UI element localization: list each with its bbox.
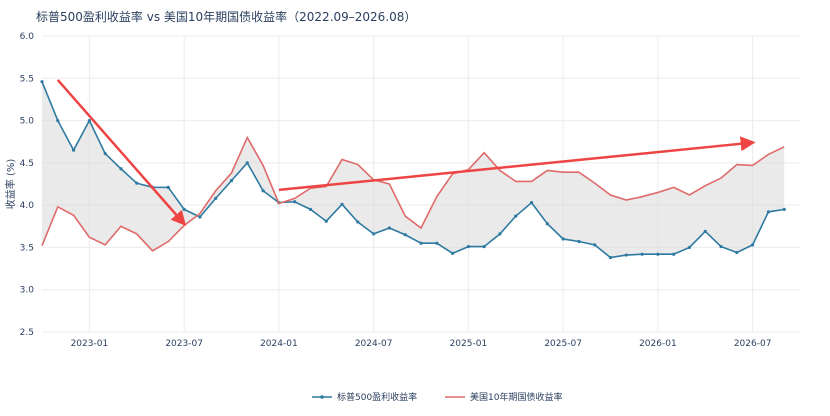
- series-1-point: [103, 151, 107, 156]
- legend-label-2: 美国10年期国债收益率: [470, 391, 562, 403]
- fill-between: [42, 81, 785, 258]
- series-1-point: [766, 210, 771, 214]
- series-1-point: [782, 207, 786, 211]
- y-tick-label: 3.0: [20, 286, 35, 296]
- series-1-point: [293, 200, 297, 204]
- x-tick-label: 2026-01: [639, 339, 677, 349]
- series-1-point: [450, 251, 455, 255]
- annotation-arrows: [56, 79, 756, 227]
- x-tick-label: 2025-01: [450, 339, 488, 349]
- series-1-point: [308, 207, 313, 211]
- series-1-point: [419, 241, 423, 245]
- series-1-point: [624, 253, 628, 257]
- series-1-point: [687, 245, 692, 250]
- series-1-point: [545, 222, 549, 226]
- y-tick-label: 5.0: [20, 117, 35, 127]
- series-1-point: [87, 118, 91, 123]
- series-1-point: [498, 232, 502, 236]
- series-1-point: [166, 185, 170, 189]
- series-1-point: [340, 202, 344, 206]
- series-1-point: [356, 220, 360, 224]
- x-tick-label: 2024-07: [355, 339, 393, 349]
- y-tick-label: 6.0: [20, 32, 35, 42]
- x-tick-label: 2024-01: [260, 339, 298, 349]
- series-1-point: [703, 229, 707, 233]
- series-1-point: [482, 244, 486, 249]
- chart-title: 标普500盈利收益率 vs 美国10年期国债收益率（2022.09–2026.0…: [36, 10, 417, 24]
- series-1-point: [735, 250, 739, 255]
- series-1-point: [214, 196, 218, 200]
- series-1-point: [403, 233, 407, 237]
- series-1-point: [245, 161, 249, 165]
- series-1-point: [577, 239, 581, 244]
- series-1-point: [751, 243, 755, 247]
- series-1-point: [514, 214, 518, 218]
- series-1-point: [182, 207, 186, 211]
- series-1-point: [324, 219, 328, 223]
- legend: 标普500盈利收益率 美国10年期国债收益率: [312, 391, 562, 403]
- series-1-point: [229, 179, 234, 183]
- series-1-point: [40, 80, 44, 84]
- series-group: [40, 80, 786, 260]
- series-1-point: [435, 241, 439, 245]
- series-line-1: [41, 81, 785, 259]
- series-1-point: [593, 243, 597, 247]
- series-1-point: [71, 148, 76, 152]
- annotation-arrow: [56, 79, 187, 227]
- series-1-point: [372, 232, 376, 236]
- series-1-point: [561, 237, 565, 241]
- series-1-point: [198, 215, 202, 219]
- y-tick-label: 3.5: [20, 243, 34, 253]
- grid: [42, 35, 800, 333]
- series-1-point: [261, 189, 265, 193]
- y-axis-label: 收益率 (%): [4, 159, 17, 210]
- series-1-point: [135, 181, 139, 185]
- axes: 2.5 3.0 3.5 4.0 4.5 5.0 5.5 6.0 2023-01 2023-07 20…: [4, 32, 771, 349]
- x-tick-label: 2026-07: [734, 339, 772, 349]
- series-line-2: [41, 135, 785, 252]
- series-1-point: [387, 226, 392, 230]
- y-tick-label: 5.5: [20, 74, 34, 84]
- series-1-point: [56, 118, 60, 123]
- series-1-point: [529, 201, 534, 205]
- y-tick-label: 4.0: [20, 201, 35, 211]
- x-tick-label: 2025-07: [544, 339, 582, 349]
- legend-label-1: 标普500盈利收益率: [337, 391, 417, 403]
- legend-marker: [320, 395, 324, 399]
- series-1-point: [466, 244, 470, 249]
- y-tick-label: 4.5: [20, 159, 34, 169]
- series-1-point: [719, 244, 723, 249]
- series-1-point: [608, 255, 613, 260]
- y-tick-label: 2.5: [20, 328, 34, 338]
- series-1-point: [656, 252, 660, 256]
- x-tick-label: 2023-07: [165, 339, 203, 349]
- x-tick-label: 2023-01: [71, 339, 109, 349]
- annotation-arrow: [278, 136, 756, 192]
- series-1-point: [640, 252, 644, 256]
- fill-area: [42, 81, 785, 258]
- series-1-point: [672, 252, 676, 256]
- series-1-point: [119, 167, 123, 171]
